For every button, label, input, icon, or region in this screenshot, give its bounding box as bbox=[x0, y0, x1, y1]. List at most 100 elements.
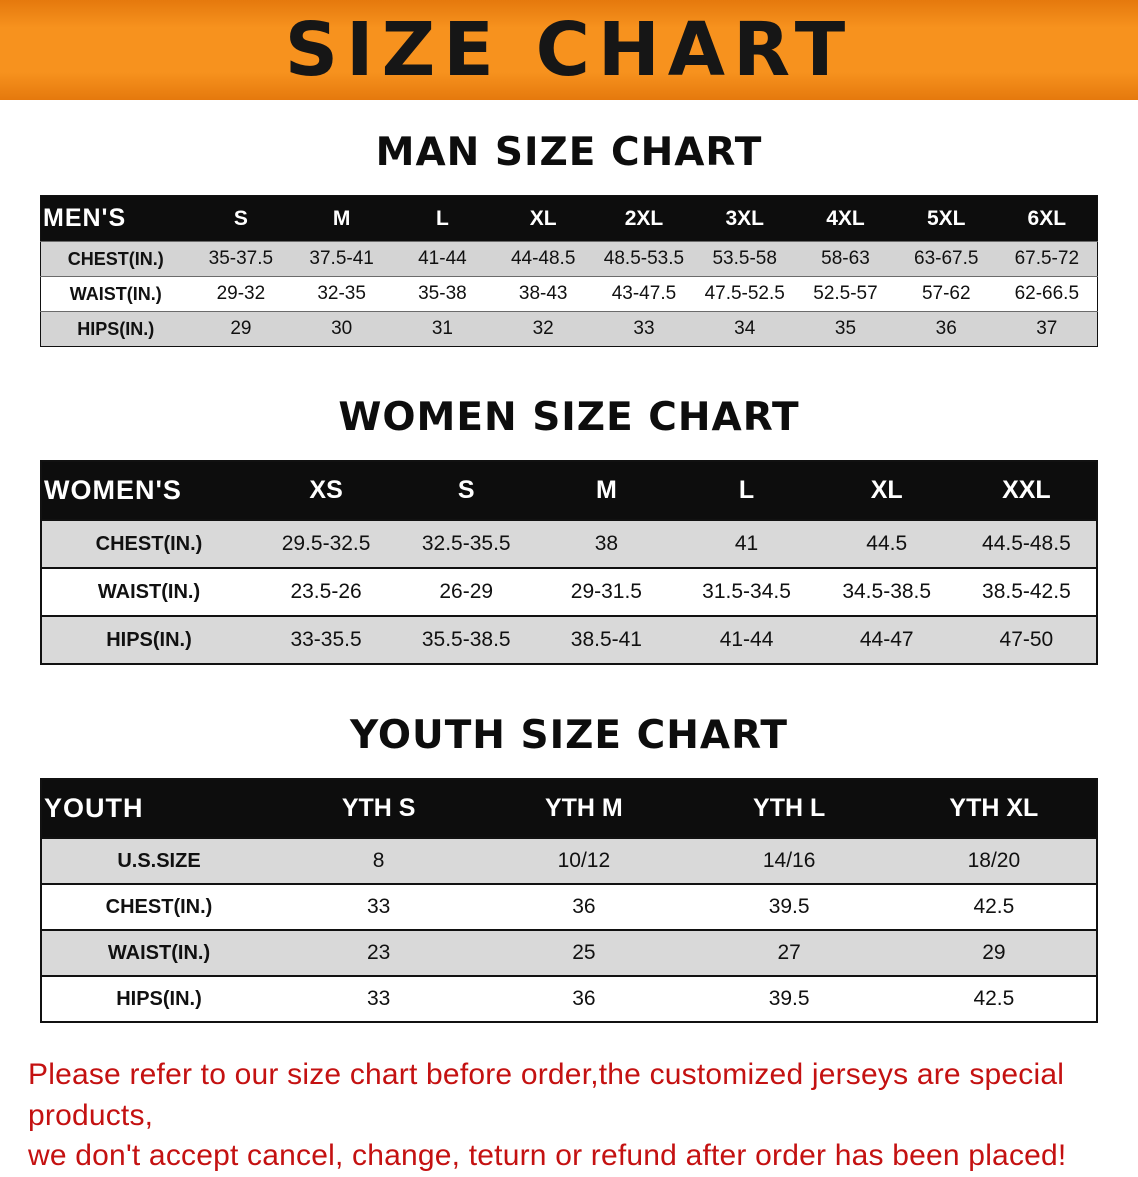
column-header: YTH L bbox=[686, 779, 892, 838]
table-cell: 35.5-38.5 bbox=[396, 615, 537, 664]
row-label: CHEST(IN.) bbox=[41, 519, 256, 568]
footer-line-1: Please refer to our size chart before or… bbox=[28, 1058, 1065, 1132]
row-label: CHEST(IN.) bbox=[40, 241, 191, 277]
banner-title: SIZE CHART bbox=[284, 7, 854, 93]
women-size-chart-section: WOMEN SIZE CHART WOMEN'S XS S M L XL XXL CHEST(I… bbox=[0, 395, 1138, 665]
table-row: HIPS(IN.) 33-35.5 35.5-38.5 38.5-41 41-44 44-… bbox=[41, 615, 1097, 664]
table-cell: 33 bbox=[276, 883, 482, 930]
table-cell: 52.5-57 bbox=[795, 276, 896, 312]
table-cell: 33 bbox=[276, 975, 482, 1022]
table-cell: 67.5-72 bbox=[996, 241, 1098, 277]
youth-size-table: YOUTH YTH S YTH M YTH L YTH XL U.S.SIZE 8 10/12… bbox=[40, 778, 1098, 1023]
table-cell: 37 bbox=[996, 311, 1098, 347]
table-cell: 29-31.5 bbox=[536, 567, 677, 616]
column-header: 5XL bbox=[895, 195, 997, 242]
table-cell: 35-38 bbox=[392, 276, 493, 312]
table-header-row: YOUTH YTH S YTH M YTH L YTH XL bbox=[41, 779, 1097, 838]
table-cell: 42.5 bbox=[891, 883, 1097, 930]
row-label: WAIST(IN.) bbox=[41, 929, 276, 976]
row-label: U.S.SIZE bbox=[41, 837, 276, 884]
row-label: HIPS(IN.) bbox=[40, 311, 191, 347]
table-cell: 44.5-48.5 bbox=[956, 519, 1097, 568]
table-cell: 29 bbox=[190, 311, 292, 347]
table-row: CHEST(IN.) 35-37.5 37.5-41 41-44 44-48.5 48.5… bbox=[40, 241, 1098, 277]
footer-note: Please refer to our size chart before or… bbox=[28, 1055, 1110, 1177]
table-row: CHEST(IN.) 33 36 39.5 42.5 bbox=[41, 883, 1097, 930]
column-header: L bbox=[392, 195, 493, 242]
youth-section-heading: YOUTH SIZE CHART bbox=[350, 713, 788, 758]
table-cell: 31.5-34.5 bbox=[676, 567, 817, 616]
table-cell: 32.5-35.5 bbox=[396, 519, 537, 568]
table-row: WAIST(IN.) 23.5-26 26-29 29-31.5 31.5-34.5 34… bbox=[41, 567, 1097, 616]
banner: SIZE CHART bbox=[0, 0, 1138, 100]
table-cell: 23.5-26 bbox=[256, 567, 397, 616]
youth-size-chart-section: YOUTH SIZE CHART YOUTH YTH S YTH M YTH L YTH … bbox=[0, 713, 1138, 1023]
table-cell: 44-48.5 bbox=[492, 241, 594, 277]
table-cell: 38 bbox=[536, 519, 677, 568]
row-label: HIPS(IN.) bbox=[41, 975, 276, 1022]
column-header: YTH XL bbox=[891, 779, 1097, 838]
men-size-table: MEN'S S M L XL 2XL 3XL 4XL 5XL 6XL CHEST(IN.) 35-37… bbox=[40, 195, 1098, 347]
footer-line-2: we don't accept cancel, change, teturn o… bbox=[28, 1139, 1067, 1172]
table-cell: 37.5-41 bbox=[291, 241, 393, 277]
table-cell: 36 bbox=[895, 311, 997, 347]
table-cell: 62-66.5 bbox=[996, 276, 1098, 312]
table-cell: 57-62 bbox=[895, 276, 997, 312]
table-cell: 53.5-58 bbox=[694, 241, 796, 277]
table-cell: 48.5-53.5 bbox=[593, 241, 695, 277]
table-cell: 29 bbox=[891, 929, 1097, 976]
table-row: WAIST(IN.) 23 25 27 29 bbox=[41, 929, 1097, 976]
table-cell: 39.5 bbox=[686, 883, 892, 930]
column-header: 2XL bbox=[593, 195, 695, 242]
table-cell: 27 bbox=[686, 929, 892, 976]
column-header: M bbox=[291, 195, 393, 242]
table-title-cell: YOUTH bbox=[41, 779, 276, 838]
table-cell: 31 bbox=[392, 311, 493, 347]
table-cell: 38.5-42.5 bbox=[956, 567, 1097, 616]
row-label: CHEST(IN.) bbox=[41, 883, 276, 930]
table-cell: 39.5 bbox=[686, 975, 892, 1022]
table-title-cell: MEN'S bbox=[40, 195, 191, 242]
column-header: 6XL bbox=[996, 195, 1098, 242]
men-section-heading: MAN SIZE CHART bbox=[375, 130, 763, 175]
table-cell: 29.5-32.5 bbox=[256, 519, 397, 568]
table-cell: 18/20 bbox=[891, 837, 1097, 884]
table-cell: 32-35 bbox=[291, 276, 393, 312]
table-row: U.S.SIZE 8 10/12 14/16 18/20 bbox=[41, 837, 1097, 884]
table-cell: 33-35.5 bbox=[256, 615, 397, 664]
table-cell: 38.5-41 bbox=[536, 615, 677, 664]
column-header: XL bbox=[816, 461, 957, 520]
table-cell: 38-43 bbox=[492, 276, 594, 312]
row-label: HIPS(IN.) bbox=[41, 615, 256, 664]
table-cell: 10/12 bbox=[481, 837, 687, 884]
row-label: WAIST(IN.) bbox=[40, 276, 191, 312]
table-cell: 26-29 bbox=[396, 567, 537, 616]
table-cell: 36 bbox=[481, 975, 687, 1022]
table-cell: 23 bbox=[276, 929, 482, 976]
women-section-heading: WOMEN SIZE CHART bbox=[338, 395, 800, 440]
table-cell: 41-44 bbox=[676, 615, 817, 664]
table-title-cell: WOMEN'S bbox=[41, 461, 256, 520]
table-cell: 34 bbox=[694, 311, 796, 347]
table-cell: 35 bbox=[795, 311, 896, 347]
table-cell: 35-37.5 bbox=[190, 241, 292, 277]
table-cell: 43-47.5 bbox=[593, 276, 695, 312]
column-header: 3XL bbox=[694, 195, 796, 242]
table-cell: 42.5 bbox=[891, 975, 1097, 1022]
table-cell: 33 bbox=[593, 311, 695, 347]
men-size-chart-section: MAN SIZE CHART MEN'S S M L XL 2XL 3XL 4XL 5XL 6XL C… bbox=[0, 130, 1138, 347]
table-header-row: MEN'S S M L XL 2XL 3XL 4XL 5XL 6XL bbox=[40, 195, 1098, 242]
table-cell: 34.5-38.5 bbox=[816, 567, 957, 616]
column-header: S bbox=[190, 195, 292, 242]
table-cell: 44.5 bbox=[816, 519, 957, 568]
table-cell: 63-67.5 bbox=[895, 241, 997, 277]
column-header: XS bbox=[256, 461, 397, 520]
column-header: L bbox=[676, 461, 817, 520]
row-label: WAIST(IN.) bbox=[41, 567, 256, 616]
table-cell: 36 bbox=[481, 883, 687, 930]
table-cell: 47-50 bbox=[956, 615, 1097, 664]
table-cell: 32 bbox=[492, 311, 594, 347]
table-cell: 47.5-52.5 bbox=[694, 276, 796, 312]
column-header: S bbox=[396, 461, 537, 520]
